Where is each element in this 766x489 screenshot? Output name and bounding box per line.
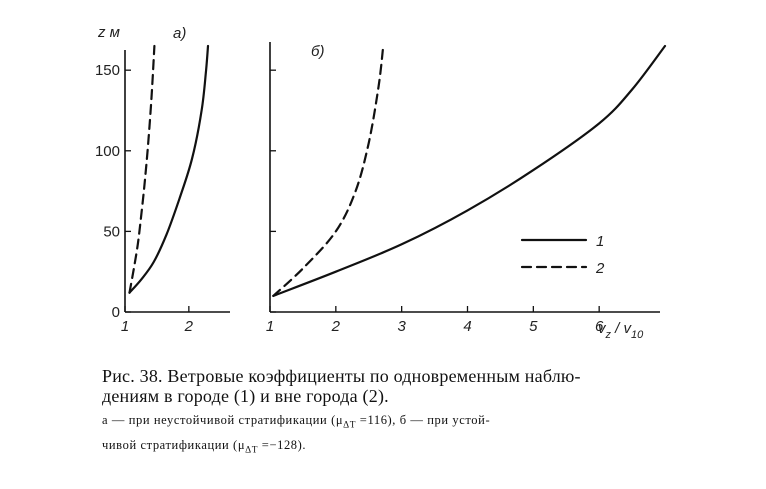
x-tick-label: 1	[121, 318, 129, 335]
series-1-line-b	[272, 44, 667, 297]
y-axis-label: z м	[97, 24, 120, 41]
y-tick-label: 0	[112, 304, 120, 321]
x-tick-label: 6	[595, 318, 604, 335]
caption-line-1: Рис. 38. Ветровые коэффициенты по одновр…	[102, 366, 581, 386]
series-2-line-b	[272, 44, 385, 297]
figure-caption: Рис. 38. Ветровые коэффициенты по одновр…	[102, 366, 702, 406]
y-ticks-b	[270, 69, 276, 313]
subcaption-line-1: а — при неустойчивой стратификации (μΔT …	[102, 413, 491, 431]
x-tick-label: 2	[184, 318, 194, 335]
y-tick-label: 100	[95, 143, 120, 160]
x-ticks-b: 1 2 3 4 5 6	[266, 306, 604, 335]
panel-b-label: б)	[311, 43, 324, 60]
panel-b: б) 1 2 3 4 5 6 vz / v10 1 2	[266, 42, 667, 341]
y-ticks: 0 50 100 150	[95, 62, 131, 321]
figure-subcaption: а — при неустойчивой стратификации (μΔT …	[102, 410, 702, 461]
legend-label-2: 2	[595, 260, 605, 277]
x-tick-label: 2	[331, 318, 341, 335]
x-tick-label: 5	[529, 318, 538, 335]
series-1-line-a	[128, 44, 210, 294]
x-tick-label: 1	[266, 318, 274, 335]
legend: 1 2	[520, 233, 605, 277]
legend-label-1: 1	[596, 233, 604, 250]
y-tick-label: 150	[95, 62, 120, 79]
x-tick-label: 4	[463, 318, 471, 335]
x-axis-label: vz / v10	[598, 320, 644, 341]
caption-line-2: дениям в городе (1) и вне города (2).	[102, 386, 389, 406]
x-tick-label: 3	[397, 318, 406, 335]
series-2-line-a	[128, 44, 156, 294]
curves-b	[272, 44, 667, 297]
curves-a	[128, 44, 210, 294]
panel-a-label: а)	[173, 25, 186, 42]
y-tick-label: 50	[103, 223, 120, 240]
subcaption-line-2: чивой стратификации (μΔT =−128).	[102, 438, 307, 456]
